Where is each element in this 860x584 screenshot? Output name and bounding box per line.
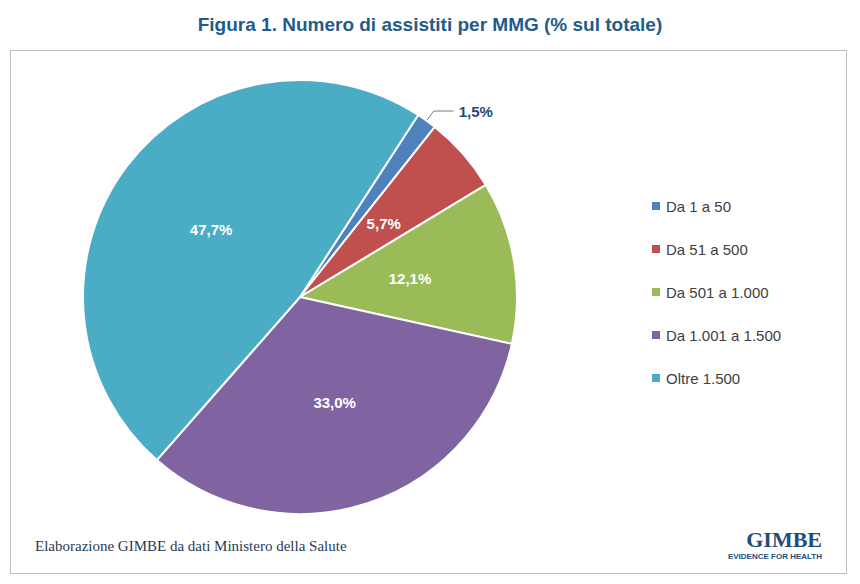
- svg-text:5,7%: 5,7%: [367, 215, 401, 232]
- svg-text:Da 51 a 500: Da 51 a 500: [666, 241, 748, 258]
- svg-text:47,7%: 47,7%: [190, 221, 233, 238]
- svg-text:Figura 1. Numero di assistiti: Figura 1. Numero di assistiti per MMG (%…: [198, 14, 663, 35]
- svg-text:GIMBE: GIMBE: [746, 527, 822, 552]
- svg-text:Elaborazione GIMBE da dati Min: Elaborazione GIMBE da dati Ministero del…: [35, 538, 347, 554]
- svg-text:1,5%: 1,5%: [459, 103, 493, 120]
- svg-text:EVIDENCE FOR HEALTH: EVIDENCE FOR HEALTH: [728, 552, 822, 561]
- svg-text:Da 1 a 50: Da 1 a 50: [666, 198, 731, 215]
- svg-text:Da 501 a 1.000: Da 501 a 1.000: [666, 284, 769, 301]
- svg-text:Da 1.001 a 1.500: Da 1.001 a 1.500: [666, 327, 781, 344]
- svg-text:12,1%: 12,1%: [389, 270, 432, 287]
- svg-text:33,0%: 33,0%: [313, 394, 356, 411]
- svg-text:Oltre 1.500: Oltre 1.500: [666, 370, 740, 387]
